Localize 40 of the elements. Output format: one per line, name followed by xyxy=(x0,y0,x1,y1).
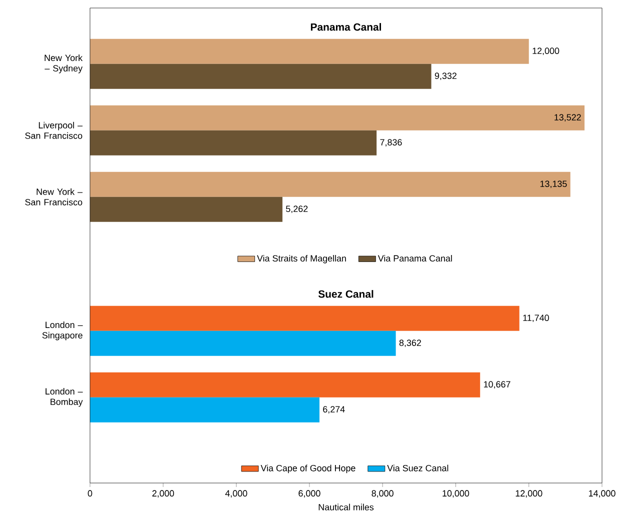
y-tick-label: London – Singapore xyxy=(42,321,83,340)
bar xyxy=(90,397,320,422)
legend-label: Via Panama Canal xyxy=(378,254,452,262)
text: Panama Canal xyxy=(310,23,382,31)
bar xyxy=(90,130,377,156)
x-tick-label: 8,000 xyxy=(372,490,394,498)
bar xyxy=(90,330,396,356)
data-label: 8,362 xyxy=(399,340,421,348)
data-label: 13,135 xyxy=(540,180,567,188)
x-tick-label: 10,000 xyxy=(442,490,470,498)
y-tick-label: New York – Sydney xyxy=(44,54,83,74)
bar xyxy=(90,196,282,222)
x-axis-title: Nautical miles xyxy=(318,504,374,510)
data-label: 5,262 xyxy=(286,206,308,214)
x-tick-label: 4,000 xyxy=(225,490,248,498)
bar xyxy=(90,172,570,197)
legend-label: Via Straits of Magellan xyxy=(256,254,346,264)
bar xyxy=(90,372,480,398)
x-tick-label: 2,000 xyxy=(152,490,174,498)
bar xyxy=(90,38,529,64)
data-label: 6,274 xyxy=(323,406,345,414)
bar xyxy=(90,105,585,130)
y-tick-label: Liverpool – San Francisco xyxy=(25,122,83,139)
x-tick-label: 0 xyxy=(88,490,92,497)
x-tick-label: 6,000 xyxy=(298,490,320,498)
data-label: 11,740 xyxy=(523,314,549,322)
data-label: 12,000 xyxy=(532,48,560,56)
legend-label: Via Suez Canal xyxy=(387,464,448,472)
legend-label: Via Cape of Good Hope xyxy=(260,464,356,474)
bar xyxy=(90,64,432,89)
x-tick-label: 14,000 xyxy=(588,490,616,498)
data-label: 10,667 xyxy=(484,381,510,389)
text: Suez Canal xyxy=(318,290,374,298)
y-tick-label: New York – San Francisco xyxy=(25,188,83,206)
y-tick-label: London – Bombay xyxy=(46,388,83,407)
x-tick-label: 12,000 xyxy=(516,490,542,498)
data-label: 9,332 xyxy=(434,72,456,80)
data-label: 7,836 xyxy=(380,139,402,147)
bar xyxy=(90,306,520,331)
data-label: 13,522 xyxy=(554,114,581,122)
